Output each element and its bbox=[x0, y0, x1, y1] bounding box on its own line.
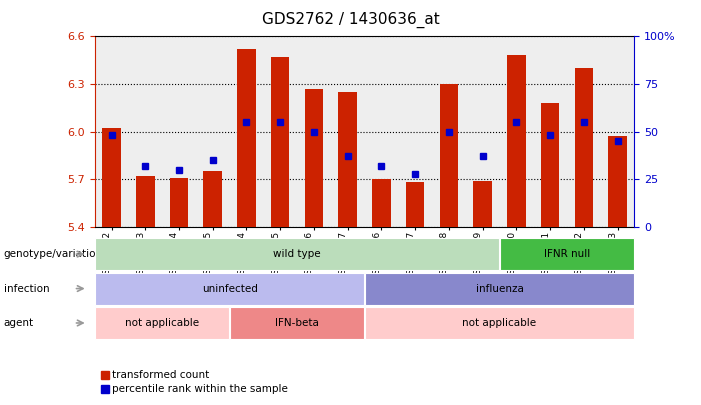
Bar bbox=[507, 55, 526, 227]
Bar bbox=[575, 68, 593, 227]
Bar bbox=[203, 171, 222, 227]
Text: not applicable: not applicable bbox=[125, 318, 199, 328]
Bar bbox=[473, 181, 492, 227]
Bar bbox=[95, 307, 229, 339]
Bar bbox=[608, 136, 627, 227]
Text: agent: agent bbox=[4, 318, 34, 328]
Bar bbox=[136, 176, 154, 227]
Text: GDS2762 / 1430636_at: GDS2762 / 1430636_at bbox=[261, 12, 440, 28]
Bar bbox=[372, 179, 390, 227]
Bar bbox=[271, 57, 290, 227]
Bar bbox=[95, 238, 499, 270]
Bar bbox=[365, 307, 634, 339]
Text: transformed count: transformed count bbox=[112, 370, 210, 379]
Bar bbox=[365, 273, 634, 305]
Text: influenza: influenza bbox=[475, 284, 524, 294]
Bar bbox=[501, 238, 634, 270]
Bar bbox=[339, 92, 357, 227]
Text: infection: infection bbox=[4, 284, 49, 294]
Bar bbox=[170, 178, 189, 227]
Text: wild type: wild type bbox=[273, 249, 321, 259]
Text: genotype/variation: genotype/variation bbox=[4, 249, 102, 259]
Text: uninfected: uninfected bbox=[202, 284, 257, 294]
Text: percentile rank within the sample: percentile rank within the sample bbox=[112, 384, 288, 394]
Bar bbox=[230, 307, 364, 339]
Bar bbox=[102, 128, 121, 227]
Bar bbox=[540, 103, 559, 227]
Text: IFNR null: IFNR null bbox=[544, 249, 590, 259]
Bar bbox=[95, 273, 364, 305]
Bar bbox=[237, 49, 256, 227]
Bar bbox=[305, 89, 323, 227]
Bar bbox=[406, 182, 424, 227]
Text: IFN-beta: IFN-beta bbox=[275, 318, 319, 328]
Text: not applicable: not applicable bbox=[463, 318, 536, 328]
Bar bbox=[440, 84, 458, 227]
